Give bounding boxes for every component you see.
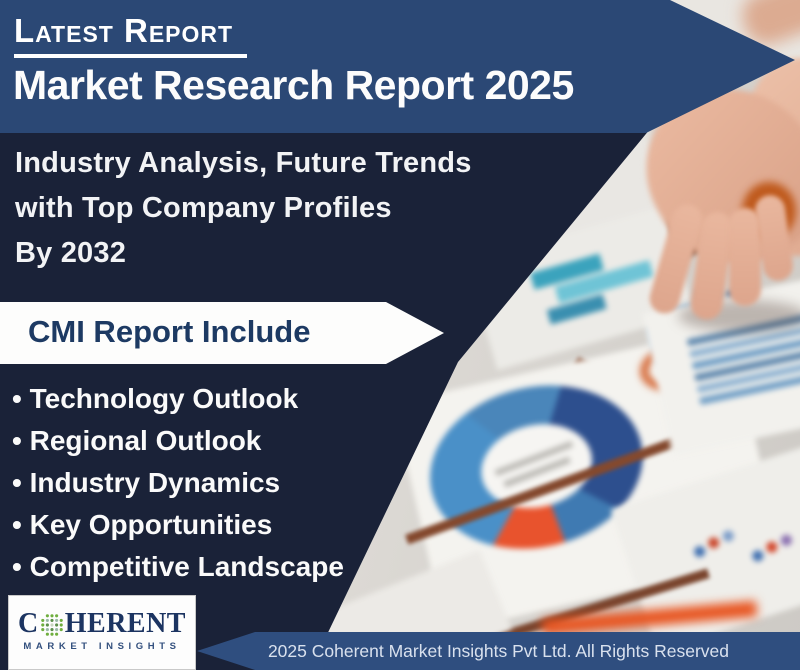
subtitle: Industry Analysis, Future Trends with To… — [15, 141, 472, 276]
page-title: Market Research Report 2025 — [13, 62, 574, 108]
logo-wordmark: C HERENT — [9, 608, 195, 640]
cmi-report-include-banner: CMI Report Include — [0, 302, 444, 364]
subtitle-line: Industry Analysis, Future Trends — [15, 147, 472, 179]
chart-dot — [750, 548, 765, 563]
photo-pointing-finger — [729, 208, 761, 306]
subtitle-line: with Top Company Profiles — [15, 192, 392, 224]
list-item: Competitive Landscape — [12, 546, 344, 588]
coherent-logo: C HERENT MARKET INSIGHTS — [8, 595, 196, 670]
copyright-text: 2025 Coherent Market Insights Pvt Ltd. A… — [267, 641, 730, 661]
teal-bar — [546, 294, 607, 325]
chart-dot — [764, 540, 779, 555]
list-item: Technology Outlook — [12, 378, 344, 420]
chart-dot — [779, 533, 794, 548]
dotted-globe-icon — [40, 614, 63, 636]
cmi-banner-label: CMI Report Include — [28, 314, 311, 349]
list-item: Regional Outlook — [12, 420, 344, 462]
chart-dot — [692, 544, 707, 559]
list-item: Industry Dynamics — [12, 462, 344, 504]
list-item: Key Opportunities — [12, 504, 344, 546]
logo-letters-rest: HERENT — [64, 608, 186, 639]
report-include-list: Technology Outlook Regional Outlook Indu… — [12, 378, 344, 588]
copyright-bar: 2025 Coherent Market Insights Pvt Ltd. A… — [197, 632, 800, 670]
logo-tagline: MARKET INSIGHTS — [23, 641, 181, 652]
kicker-label: Latest Report — [14, 12, 248, 58]
chart-dot — [706, 535, 721, 550]
logo-letter-c: C — [18, 608, 39, 639]
chart-dot — [721, 529, 736, 543]
subtitle-line: By 2032 — [15, 237, 127, 269]
